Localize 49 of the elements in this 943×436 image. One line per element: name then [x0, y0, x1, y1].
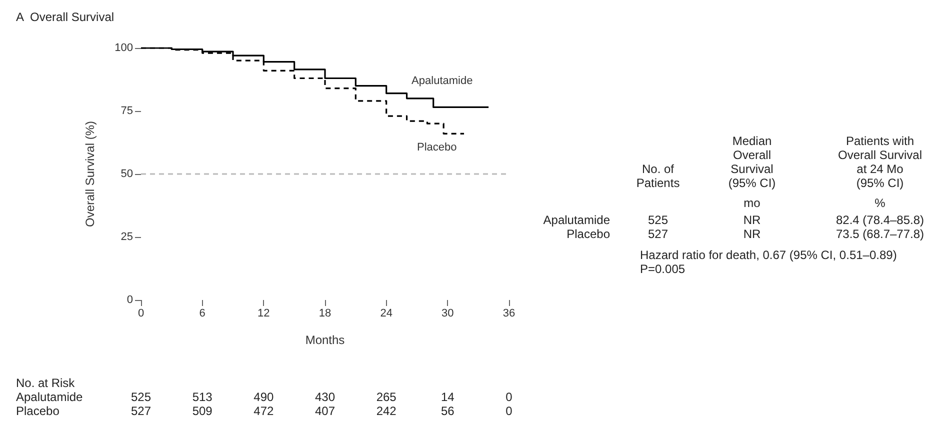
text: % — [874, 196, 886, 210]
y-tick-label: 100 — [114, 42, 133, 54]
text: NR — [743, 227, 761, 241]
text: Hazard ratio for death, 0.67 (95% CI, 0.51–0.89) — [640, 248, 897, 262]
text: 472 — [254, 404, 274, 418]
x-tick-label: 18 — [318, 308, 332, 320]
text: 82.4 (78.4–85.8) — [836, 213, 924, 227]
x-tick-label: 36 — [502, 308, 516, 320]
text: 407 — [314, 404, 336, 418]
text: 242 — [376, 404, 397, 418]
text: mo — [744, 196, 761, 210]
text: 430 — [314, 390, 336, 404]
text: Apalutamide — [543, 213, 610, 227]
x-tick-label: 12 — [258, 308, 270, 320]
series-label: Apalutamide — [412, 75, 473, 88]
x-tick-label: 0 — [138, 308, 144, 320]
text: NR — [743, 213, 761, 227]
text: No. of Patients — [636, 162, 680, 190]
x-axis-title: Months — [305, 333, 345, 347]
text: 14 — [440, 390, 455, 404]
text: 513 — [192, 390, 213, 404]
text: 490 — [254, 390, 274, 404]
text: Median Overall Survival (95% CI) — [728, 134, 776, 190]
x-tick-label: 30 — [442, 308, 454, 320]
text: 525 — [130, 390, 152, 404]
y-tick-label: 50 — [120, 168, 133, 180]
series-label: Placebo — [417, 142, 457, 154]
text: Apalutamide — [16, 390, 84, 404]
text: 525 — [648, 213, 668, 227]
text: 527 — [648, 227, 668, 241]
text: Placebo — [566, 227, 610, 241]
text: 509 — [192, 404, 213, 418]
text: Patients with Overall Survival at 24 Mo (95% CI) — [838, 134, 922, 190]
text: No. at Risk — [16, 376, 76, 390]
y-axis-title: Overall Survival (%) — [83, 120, 97, 228]
y-tick-label: 75 — [120, 105, 133, 117]
text: P=0.005 — [640, 262, 686, 276]
chart-title: A Overall Survival — [16, 10, 114, 24]
x-tick-label: 24 — [380, 308, 392, 320]
text: 265 — [376, 390, 397, 404]
text: 0 — [506, 404, 513, 418]
text: 73.5 (68.7–77.8) — [836, 227, 924, 241]
y-tick-label: 0 — [126, 294, 133, 306]
y-tick-label: 25 — [120, 231, 133, 243]
text: 0 — [506, 390, 513, 404]
text: 527 — [130, 404, 152, 418]
x-tick-label: 6 — [199, 308, 206, 320]
text: Placebo — [16, 404, 60, 418]
text: 56 — [440, 404, 455, 418]
